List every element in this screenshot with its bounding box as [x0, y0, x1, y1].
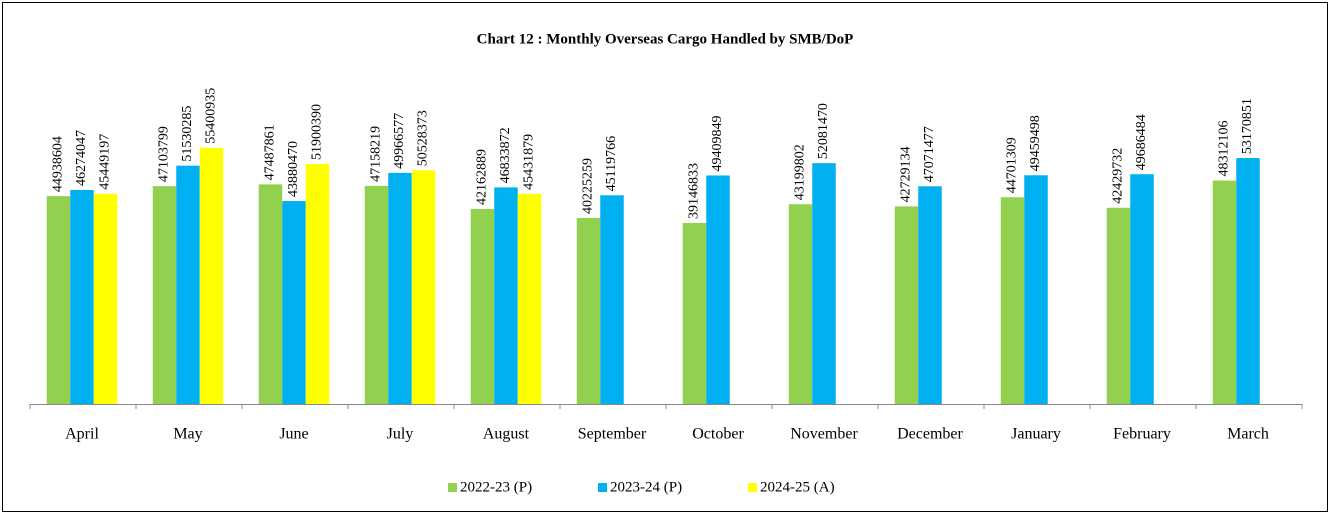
bar [576, 217, 601, 404]
chart-title: Chart 12 : Monthly Overseas Cargo Handle… [477, 31, 854, 47]
value-label: 44701309 [1005, 137, 1020, 193]
x-tick-label: December [897, 426, 963, 443]
bar [70, 189, 94, 404]
bar [46, 196, 71, 404]
bar [682, 222, 707, 404]
value-label: 45431879 [522, 134, 537, 190]
value-label: 42729134 [899, 146, 914, 202]
x-tick-label: October [692, 426, 744, 443]
value-label: 42162889 [475, 149, 490, 205]
bar [258, 184, 283, 404]
value-label: 46833872 [498, 127, 513, 183]
bar [706, 175, 730, 404]
value-label: 47158219 [369, 126, 384, 182]
value-label: 55400935 [204, 88, 219, 144]
legend-label: 2022-23 (P) [460, 479, 532, 495]
x-tick-label: May [173, 426, 202, 443]
value-label: 49966577 [392, 113, 407, 169]
value-label: 48312106 [1217, 121, 1232, 177]
value-label: 50528373 [416, 110, 431, 166]
bar [1106, 207, 1131, 404]
value-label: 45449197 [98, 134, 113, 190]
value-label: 45119766 [604, 136, 619, 191]
value-label: 49686484 [1134, 114, 1149, 170]
legend-label: 2023-24 (P) [610, 479, 682, 495]
bar [305, 163, 330, 404]
bar [600, 195, 624, 404]
value-label: 43880470 [286, 141, 301, 197]
value-label: 47487861 [263, 124, 278, 180]
value-label: 43199802 [793, 144, 808, 200]
value-label: 40225259 [581, 158, 596, 214]
x-tick-label: July [387, 426, 414, 443]
bar [364, 185, 389, 404]
bar [812, 163, 836, 404]
legend-swatch [748, 483, 757, 492]
value-label: 44938604 [51, 136, 66, 192]
x-tick-label: August [483, 426, 530, 443]
value-label: 52081470 [816, 103, 831, 159]
value-label: 49459498 [1028, 115, 1043, 171]
bar [470, 208, 495, 404]
legend-swatch [598, 483, 607, 492]
value-label: 51900390 [310, 104, 325, 160]
bar [199, 147, 224, 404]
bar [918, 186, 942, 404]
x-tick-label: November [790, 426, 858, 443]
value-label: 49409849 [710, 115, 725, 171]
bar [1212, 180, 1237, 404]
bar [411, 170, 436, 404]
x-tick-label: September [578, 426, 647, 443]
x-tick-label: March [1227, 426, 1269, 443]
value-label: 47103799 [157, 126, 172, 182]
value-label: 42429732 [1111, 148, 1126, 204]
value-label: 53170851 [1240, 98, 1255, 154]
value-label: 47071477 [922, 126, 937, 182]
legend-swatch [448, 483, 457, 492]
value-label: 51530285 [180, 106, 195, 162]
bar [517, 193, 542, 404]
x-tick-label: April [65, 426, 99, 443]
bar [282, 201, 306, 404]
bar [1024, 175, 1048, 404]
bar [788, 204, 813, 404]
bar [894, 206, 919, 404]
value-label: 46274047 [74, 130, 89, 186]
bar [1130, 174, 1154, 404]
x-tick-label: January [1011, 426, 1061, 443]
legend-label: 2024-25 (A) [760, 479, 835, 495]
bar [494, 187, 518, 404]
bar [388, 172, 412, 404]
bar [93, 193, 118, 404]
bar [152, 186, 177, 404]
value-label: 39146833 [687, 163, 702, 219]
x-tick-label: February [1113, 426, 1171, 443]
bar [1000, 197, 1025, 404]
x-tick-label: June [279, 426, 308, 443]
bar [176, 165, 200, 404]
bar [1236, 158, 1260, 404]
